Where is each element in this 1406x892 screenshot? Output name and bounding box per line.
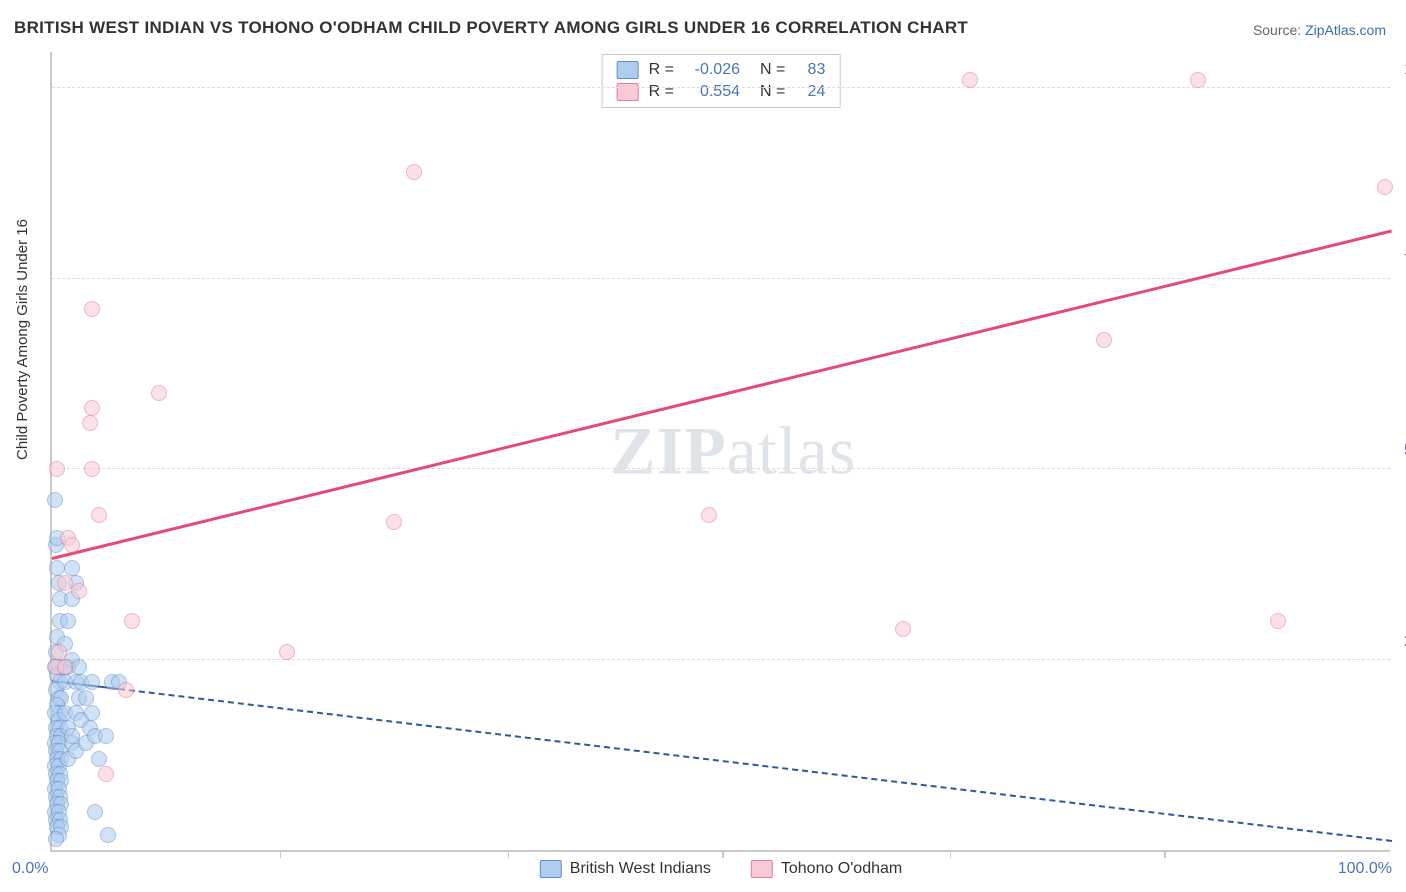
y-tick-label: 100.0%: [1394, 61, 1406, 79]
data-point: [84, 705, 100, 721]
legend-n-value: 24: [795, 83, 825, 101]
x-tick-label: 100.0%: [1338, 860, 1392, 878]
data-point: [49, 461, 65, 477]
chart-plot-area: ZIPatlas R =-0.026N =83R =0.554N =24 Bri…: [50, 52, 1390, 852]
data-point: [64, 560, 80, 576]
legend-r-label: R =: [649, 61, 674, 79]
data-point: [64, 537, 80, 553]
data-point: [48, 831, 64, 847]
legend-label: British West Indians: [570, 860, 711, 878]
data-point: [98, 766, 114, 782]
x-tick-mark: [1164, 850, 1166, 858]
data-point: [51, 644, 67, 660]
source-label: Source:: [1253, 22, 1305, 38]
data-point: [962, 72, 978, 88]
x-tick-label: 0.0%: [12, 860, 48, 878]
y-tick-label: 25.0%: [1394, 633, 1406, 651]
legend-item: British West Indians: [540, 860, 711, 878]
legend-item: Tohono O'odham: [751, 860, 902, 878]
data-point: [84, 674, 100, 690]
data-point: [1096, 332, 1112, 348]
source-link[interactable]: ZipAtlas.com: [1305, 22, 1386, 38]
data-point: [91, 507, 107, 523]
data-point: [1190, 72, 1206, 88]
data-point: [151, 385, 167, 401]
legend-label: Tohono O'odham: [781, 860, 902, 878]
data-point: [1270, 613, 1286, 629]
data-point: [84, 400, 100, 416]
data-point: [124, 613, 140, 629]
data-point: [118, 682, 134, 698]
data-point: [386, 514, 402, 530]
legend-stat-row: R = -0.026 N = 83: [603, 59, 840, 81]
chart-title: BRITISH WEST INDIAN VS TOHONO O'ODHAM CH…: [14, 18, 968, 38]
legend-swatch: [540, 860, 562, 878]
gridline-horizontal: [52, 468, 1390, 469]
data-point: [84, 461, 100, 477]
gridline-horizontal: [52, 659, 1390, 660]
trend-line-dashed: [119, 688, 1392, 842]
data-point: [82, 415, 98, 431]
watermark: ZIPatlas: [610, 412, 856, 491]
data-point: [87, 804, 103, 820]
legend-r-value: -0.026: [684, 61, 740, 79]
y-tick-label: 75.0%: [1394, 252, 1406, 270]
legend-r-label: R =: [649, 83, 674, 101]
legend-n-label: N =: [760, 83, 785, 101]
data-point: [57, 659, 73, 675]
data-point: [406, 164, 422, 180]
data-point: [701, 507, 717, 523]
gridline-horizontal: [52, 87, 1390, 88]
data-point: [84, 301, 100, 317]
legend-n-value: 83: [795, 61, 825, 79]
y-axis-label: Child Poverty Among Girls Under 16: [14, 219, 31, 460]
data-point: [98, 728, 114, 744]
data-point: [100, 827, 116, 843]
correlation-legend: R = -0.026 N = 83 R = 0.554 N = 24: [602, 54, 841, 108]
series-legend: British West Indians Tohono O'odham: [540, 860, 902, 878]
data-point: [47, 492, 63, 508]
x-tick-mark: [508, 850, 510, 858]
legend-stat-row: R = 0.554 N = 24: [603, 81, 840, 103]
data-point: [91, 751, 107, 767]
x-tick-mark: [722, 850, 724, 858]
data-point: [71, 583, 87, 599]
data-point: [279, 644, 295, 660]
x-tick-mark: [280, 850, 282, 858]
legend-r-value: 0.554: [684, 83, 740, 101]
y-tick-label: 50.0%: [1394, 442, 1406, 460]
data-point: [60, 613, 76, 629]
legend-swatch: [751, 860, 773, 878]
data-point: [1377, 179, 1393, 195]
legend-swatch: [617, 61, 639, 79]
source-attribution: Source: ZipAtlas.com: [1253, 22, 1386, 38]
x-tick-mark: [950, 850, 952, 858]
legend-swatch: [617, 83, 639, 101]
data-point: [895, 621, 911, 637]
data-point: [78, 690, 94, 706]
data-point: [49, 560, 65, 576]
legend-n-label: N =: [760, 61, 785, 79]
trend-line: [52, 230, 1393, 561]
